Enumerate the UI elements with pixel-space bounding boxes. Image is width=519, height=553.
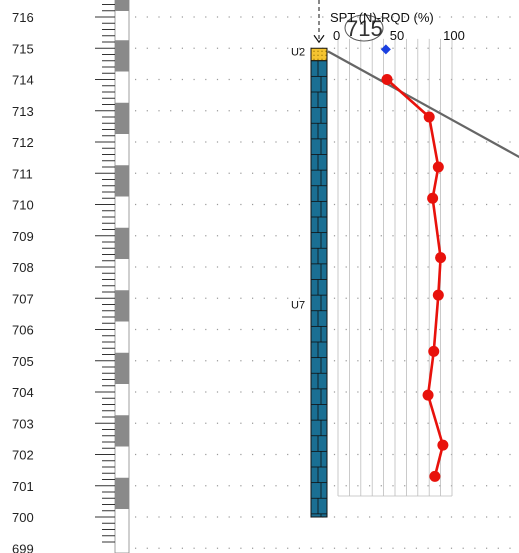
ruler-band xyxy=(115,290,129,322)
spt-data-point xyxy=(422,389,434,401)
spt-tick-label: 0 xyxy=(333,28,340,43)
elevation-label: 708 xyxy=(12,260,34,275)
soil-texture-dot xyxy=(321,54,323,56)
elevation-label: 710 xyxy=(12,198,34,213)
elevation-label: 713 xyxy=(12,104,34,119)
soil-texture-dot xyxy=(325,54,327,56)
spt-data-point xyxy=(435,252,447,264)
spt-data-point xyxy=(429,470,441,482)
ruler-band xyxy=(115,227,129,259)
soil-unit-column xyxy=(310,47,328,518)
ruler-band xyxy=(115,415,129,447)
surface-elevation-label: 715 xyxy=(346,16,383,41)
spt-series-line xyxy=(386,78,445,477)
soil-texture-dot xyxy=(321,58,323,60)
elevation-label: 701 xyxy=(12,479,34,494)
elevation-label: 706 xyxy=(12,323,34,338)
spt-tick-label: 100 xyxy=(443,28,465,43)
spt-plot-gridlines xyxy=(337,38,453,497)
soil-texture-dot xyxy=(317,50,319,52)
elevation-label: 709 xyxy=(12,229,34,244)
elevation-label: 712 xyxy=(12,135,34,150)
spt-data-point xyxy=(437,439,449,451)
spt-data-point xyxy=(432,161,444,173)
soil-texture-dot xyxy=(313,54,315,56)
ruler-band xyxy=(115,352,129,384)
unit-label-u2: U2 xyxy=(291,46,305,58)
spt-series xyxy=(327,44,519,482)
ruler-band xyxy=(115,0,129,11)
unit-label-u7: U7 xyxy=(291,300,305,312)
soil-unit-u7 xyxy=(310,60,328,518)
ruler-band xyxy=(115,477,129,509)
elevation-label: 702 xyxy=(12,448,34,463)
diamond-marker xyxy=(380,44,391,55)
elevation-label: 703 xyxy=(12,416,34,431)
elevation-label: 699 xyxy=(12,541,34,553)
soil-texture-dot xyxy=(313,58,315,60)
spt-data-point xyxy=(423,111,435,123)
soil-texture-dot xyxy=(317,58,319,60)
elevation-tick-labels: 716 715 714 713 712 711 710 709 708 707 706 705 704 7… xyxy=(12,10,34,553)
soil-texture-dot xyxy=(325,50,327,52)
elevation-ruler xyxy=(95,0,130,553)
spt-tick-label: 50 xyxy=(390,28,404,43)
spt-data-point xyxy=(381,74,393,85)
spt-data-point xyxy=(432,289,444,301)
soil-unit-u2 xyxy=(310,47,328,62)
soil-texture-dot xyxy=(317,54,319,56)
soil-texture-dot xyxy=(321,50,323,52)
elevation-label: 705 xyxy=(12,354,34,369)
soil-unit-labels: U2 U7 xyxy=(291,46,305,311)
elevation-label: 714 xyxy=(12,73,34,88)
elevation-label: 704 xyxy=(12,385,34,400)
elevation-label: 715 xyxy=(12,41,34,56)
grade-line xyxy=(327,50,519,159)
ruler-band xyxy=(115,102,129,134)
elevation-label: 707 xyxy=(12,291,34,306)
surface-marker-arrow xyxy=(313,34,325,44)
surface-elevation-bubble xyxy=(344,14,384,42)
spt-data-point xyxy=(427,192,439,204)
soil-texture-dot xyxy=(313,50,315,52)
elevation-label: 711 xyxy=(12,166,33,181)
spt-axis-title: SPT (N)-RQD (%) xyxy=(330,10,434,25)
ruler-bar xyxy=(114,0,130,553)
ruler-band xyxy=(115,40,129,72)
soil-texture-dot xyxy=(325,58,327,60)
ruler-band xyxy=(115,165,129,197)
elevation-label: 716 xyxy=(12,10,34,25)
elevation-label: 700 xyxy=(12,510,34,525)
surface-marker xyxy=(313,0,325,44)
spt-data-point xyxy=(428,345,440,357)
